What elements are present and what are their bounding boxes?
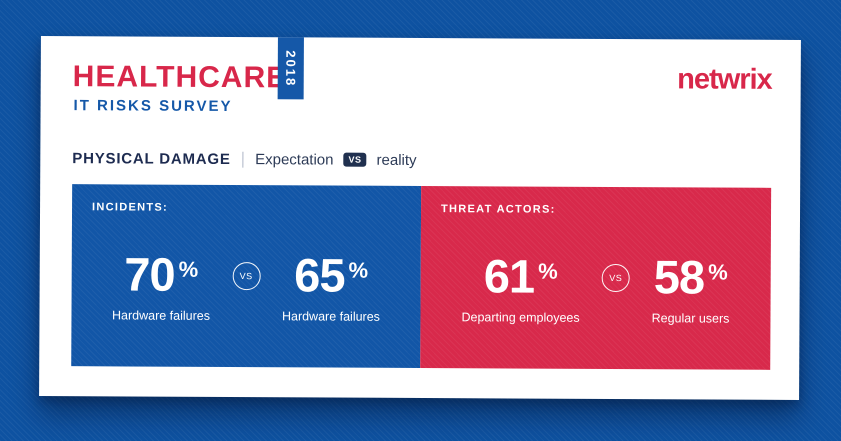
percent-sign: % (178, 256, 199, 282)
year-badge-label: 2018 (283, 49, 299, 87)
stat-reality: 58% Regular users (651, 250, 730, 326)
incidents-stats: 70% Hardware failures VS 65% Hardware fa… (71, 247, 420, 324)
expectation-label: Expectation (255, 150, 334, 169)
stat-value: 70% (124, 247, 199, 301)
stat-caption: Hardware failures (111, 308, 211, 323)
stat-value: 61% (483, 249, 558, 303)
percent-sign: % (348, 257, 369, 283)
incidents-panel: INCIDENTS: 70% Hardware failures VS 65% … (71, 184, 422, 369)
stat-number: 65 (294, 248, 345, 302)
page-subtitle: IT RISKS SURVEY (73, 97, 233, 116)
stat-caption: Hardware failures (281, 309, 380, 324)
divider: | (240, 149, 246, 169)
stat-value: 58% (653, 250, 728, 304)
year-badge: 2018 (277, 37, 304, 100)
vs-badge: VS (343, 152, 367, 167)
stat-number: 70 (124, 247, 175, 301)
infographic-card: HEALTHCARE 2018 IT RISKS SURVEY netwrix … (39, 36, 801, 400)
section-title: PHYSICAL DAMAGE (72, 149, 231, 168)
stat-caption: Regular users (651, 311, 730, 326)
stat-number: 61 (483, 249, 535, 303)
incidents-panel-label: INCIDENTS: (92, 201, 169, 214)
reality-label: reality (376, 151, 417, 169)
comparison-panels: INCIDENTS: 70% Hardware failures VS 65% … (71, 184, 772, 370)
stat-expectation: 61% Departing employees (461, 249, 580, 325)
stat-expectation: 70% Hardware failures (111, 247, 211, 323)
percent-sign: % (538, 258, 558, 284)
vs-circle-icon: VS (601, 263, 630, 293)
page-title: HEALTHCARE (72, 60, 288, 95)
percent-sign: % (708, 259, 728, 285)
threat-actors-stats: 61% Departing employees VS 58% Regular u… (420, 249, 770, 326)
stat-number: 58 (653, 250, 705, 304)
threat-actors-panel-label: THREAT ACTORS: (441, 203, 556, 216)
stat-caption: Departing employees (461, 310, 580, 325)
stat-reality: 65% Hardware failures (281, 248, 380, 324)
netwrix-logo: netwrix (677, 63, 772, 96)
stat-value: 65% (294, 248, 369, 302)
threat-actors-panel: THREAT ACTORS: 61% Departing employees V… (420, 186, 772, 370)
section-header: PHYSICAL DAMAGE | Expectation VS reality (72, 148, 416, 170)
vs-circle-icon: VS (232, 262, 261, 291)
